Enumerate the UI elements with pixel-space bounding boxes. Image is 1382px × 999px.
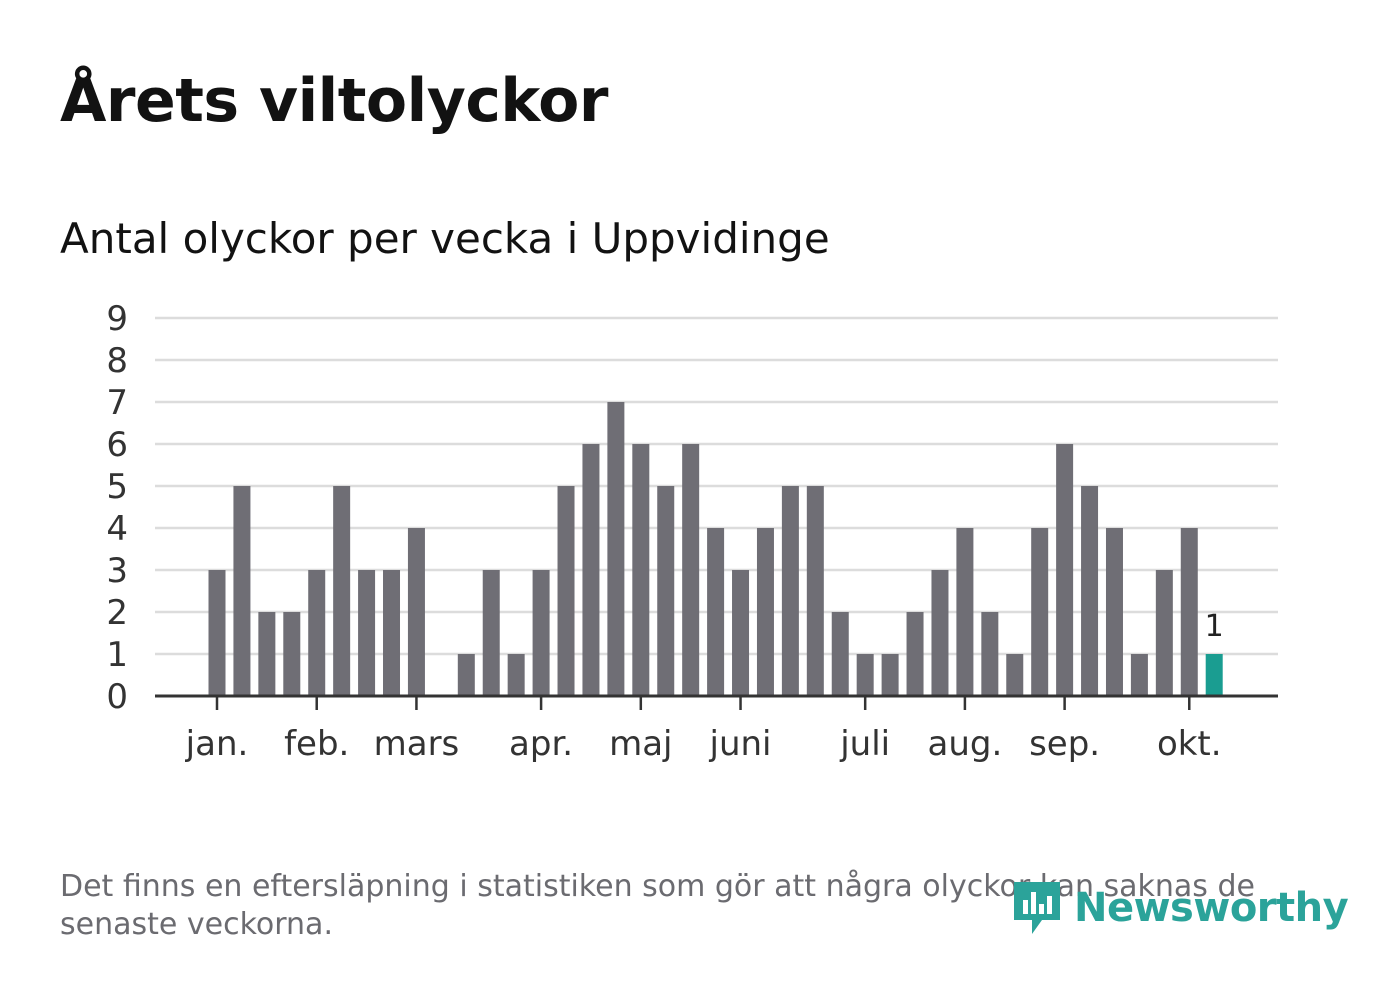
bar (607, 402, 625, 696)
bar (233, 486, 251, 696)
y-tick-label: 6 (106, 425, 128, 465)
bar (632, 444, 650, 696)
y-tick-label: 9 (106, 299, 128, 339)
bar (333, 486, 351, 696)
bar (1130, 654, 1148, 696)
bar (1105, 528, 1123, 696)
bar (358, 570, 376, 696)
x-tick-label: mars (374, 724, 460, 764)
bar (283, 612, 301, 696)
bar (1081, 486, 1099, 696)
bar (308, 570, 326, 696)
x-tick-label: aug. (928, 724, 1003, 764)
bar (1006, 654, 1024, 696)
brand-name: Newsworthy (1074, 885, 1349, 931)
bar (707, 528, 725, 696)
chart-subtitle: Antal olyckor per vecka i Uppvidinge (60, 214, 830, 263)
bar (557, 486, 575, 696)
bar (507, 654, 525, 696)
bar (582, 444, 600, 696)
bar (657, 486, 675, 696)
y-tick-label: 2 (106, 593, 128, 633)
y-tick-label: 1 (106, 635, 128, 675)
x-tick-label: sep. (1029, 724, 1100, 764)
y-tick-label: 5 (106, 467, 128, 507)
bar (457, 654, 475, 696)
bar (781, 486, 799, 696)
bar (981, 612, 999, 696)
y-tick-label: 0 (106, 677, 128, 717)
bars (208, 402, 1223, 696)
data-labels: 1 (1205, 609, 1224, 644)
y-tick-label: 7 (106, 383, 128, 423)
x-tick-label: apr. (509, 724, 573, 764)
bar (1155, 570, 1173, 696)
newsworthy-logo-icon (1014, 882, 1060, 934)
bar (856, 654, 874, 696)
x-tick-label: jan. (185, 724, 249, 764)
bar (407, 528, 425, 696)
bar (1180, 528, 1198, 696)
bar (532, 570, 550, 696)
bar (931, 570, 949, 696)
x-tick-label: feb. (284, 724, 349, 764)
bar (682, 444, 700, 696)
x-tick-label: juni (709, 724, 772, 764)
y-tick-label: 3 (106, 551, 128, 591)
bar (482, 570, 500, 696)
bar (258, 612, 276, 696)
newsworthy-logo: Newsworthy (1010, 878, 1349, 938)
x-axis (155, 694, 1278, 710)
bar (1056, 444, 1074, 696)
bar (208, 570, 226, 696)
bar (956, 528, 974, 696)
bar (732, 570, 750, 696)
highlight-bar (1205, 654, 1223, 696)
x-axis-labels: jan. feb. mars apr. maj juni juli aug. sep. okt. (185, 724, 1222, 764)
bar (756, 528, 774, 696)
x-tick-label: juli (839, 724, 890, 764)
highlight-value-label: 1 (1205, 609, 1224, 644)
x-tick-label: maj (609, 724, 672, 764)
y-tick-label: 4 (106, 509, 128, 549)
bar (806, 486, 824, 696)
x-tick-label: okt. (1157, 724, 1222, 764)
bar (383, 570, 401, 696)
bar (881, 654, 899, 696)
chart-title: Årets viltolyckor (60, 66, 609, 136)
bar (831, 612, 849, 696)
bar (1031, 528, 1049, 696)
y-tick-label: 8 (106, 341, 128, 381)
bar (906, 612, 924, 696)
